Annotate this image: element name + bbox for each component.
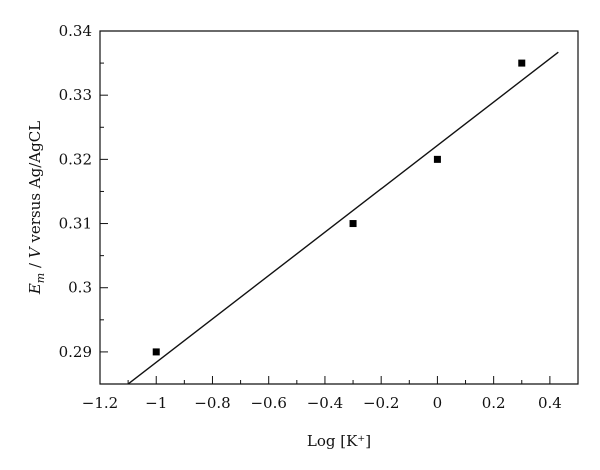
- x-tick-label: 0.2: [482, 394, 506, 412]
- ticks: [99, 30, 551, 384]
- x-tick-label: 0.4: [538, 394, 562, 412]
- y-axis-title-rest: versus Ag/AgCL: [26, 121, 44, 248]
- y-axis-title-sep: /: [26, 258, 44, 273]
- plot-frame: [99, 30, 579, 385]
- x-axis-title: Log [K⁺]: [307, 432, 371, 450]
- x-tick-label: −0.2: [363, 394, 399, 412]
- data-point: [433, 155, 441, 163]
- tick-labels: −1.2 −1 −0.8 −0.6 −0.4 −0.2 0 0.2 0.4 0.29 0.3 0.31…: [59, 22, 562, 412]
- data-point: [349, 220, 357, 228]
- y-axis-title-italic: V: [26, 245, 44, 258]
- y-tick-label: 0.32: [59, 150, 92, 168]
- y-tick-label: 0.3: [68, 279, 92, 297]
- x-tick-label: −0.8: [194, 394, 230, 412]
- data-point: [152, 348, 160, 356]
- y-tick-label: 0.34: [59, 22, 92, 40]
- y-tick-label: 0.29: [59, 343, 92, 361]
- x-tick-label: −1: [145, 394, 167, 412]
- fit-line: [127, 51, 559, 385]
- x-tick-label: −1.2: [82, 394, 118, 412]
- data-point: [518, 59, 526, 67]
- x-tick-label: −0.6: [250, 394, 286, 412]
- y-axis-title-main: E: [26, 283, 44, 295]
- x-tick-label: 0: [433, 394, 443, 412]
- y-axis-title: Em / V versus Ag/AgCL: [26, 121, 47, 295]
- y-tick-label: 0.33: [59, 86, 92, 104]
- data-points: [152, 59, 526, 356]
- y-tick-label: 0.31: [59, 215, 92, 233]
- y-axis-title-sub: m: [34, 273, 47, 283]
- x-tick-label: −0.4: [307, 394, 343, 412]
